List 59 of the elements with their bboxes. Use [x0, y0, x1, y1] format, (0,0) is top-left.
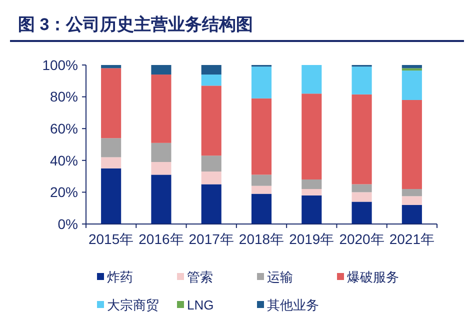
bar: [201, 74, 222, 86]
bar: [402, 204, 422, 224]
bar: [402, 65, 422, 68]
bar: [352, 66, 372, 94]
bar: [251, 194, 272, 224]
legend-label: LNG: [187, 298, 214, 313]
bar: [151, 162, 172, 175]
bar: [251, 174, 272, 186]
bar: [151, 65, 172, 75]
bar: [302, 195, 322, 224]
bar: [402, 100, 422, 190]
bar: [251, 186, 272, 194]
bar: [101, 168, 122, 224]
legend-label: 大宗商贸: [107, 298, 159, 313]
bar: [352, 192, 372, 202]
bar: [151, 74, 172, 143]
legend-label: 运输: [267, 270, 293, 285]
chart-title: 图 3：公司历史主营业务结构图: [18, 15, 254, 34]
y-tick-label: 100%: [42, 56, 78, 73]
bar: [101, 138, 122, 158]
bar: [251, 98, 272, 175]
bar: [352, 94, 372, 184]
legend-label: 爆破服务: [347, 270, 399, 285]
bar: [101, 157, 122, 168]
x-tick-label: 2017年: [188, 231, 234, 247]
bar: [201, 156, 222, 172]
x-tick-label: 2018年: [238, 231, 284, 247]
bar: [251, 66, 272, 98]
bar: [352, 184, 372, 192]
bar: [402, 196, 422, 205]
bar: [302, 94, 322, 180]
bar: [402, 70, 422, 100]
x-tick-label: 2019年: [289, 231, 334, 247]
bar: [151, 142, 172, 162]
x-tick-label: 2021年: [389, 231, 435, 247]
legend-label: 其他业务: [267, 298, 319, 313]
y-tick-label: 20%: [50, 184, 78, 200]
bar: [151, 174, 172, 224]
bar: [201, 86, 222, 156]
bar: [201, 65, 222, 75]
bar: [352, 202, 372, 224]
legend-label: 炸药: [107, 270, 133, 285]
y-tick-label: 80%: [50, 88, 78, 105]
bar: [402, 189, 422, 196]
y-tick-label: 60%: [50, 120, 78, 136]
y-tick-label: 0%: [58, 216, 78, 232]
x-tick-label: 2020年: [339, 231, 384, 247]
bar: [302, 189, 322, 196]
bar: [101, 65, 122, 68]
x-tick-label: 2016年: [138, 231, 184, 247]
bar: [201, 172, 222, 184]
x-tick-label: 2015年: [88, 231, 134, 247]
bar: [101, 68, 122, 138]
y-tick-label: 40%: [50, 152, 78, 168]
bar: [402, 68, 422, 71]
bar: [302, 65, 322, 94]
legend-label: 管索: [187, 270, 213, 285]
bar: [201, 184, 222, 224]
bar: [302, 179, 322, 190]
